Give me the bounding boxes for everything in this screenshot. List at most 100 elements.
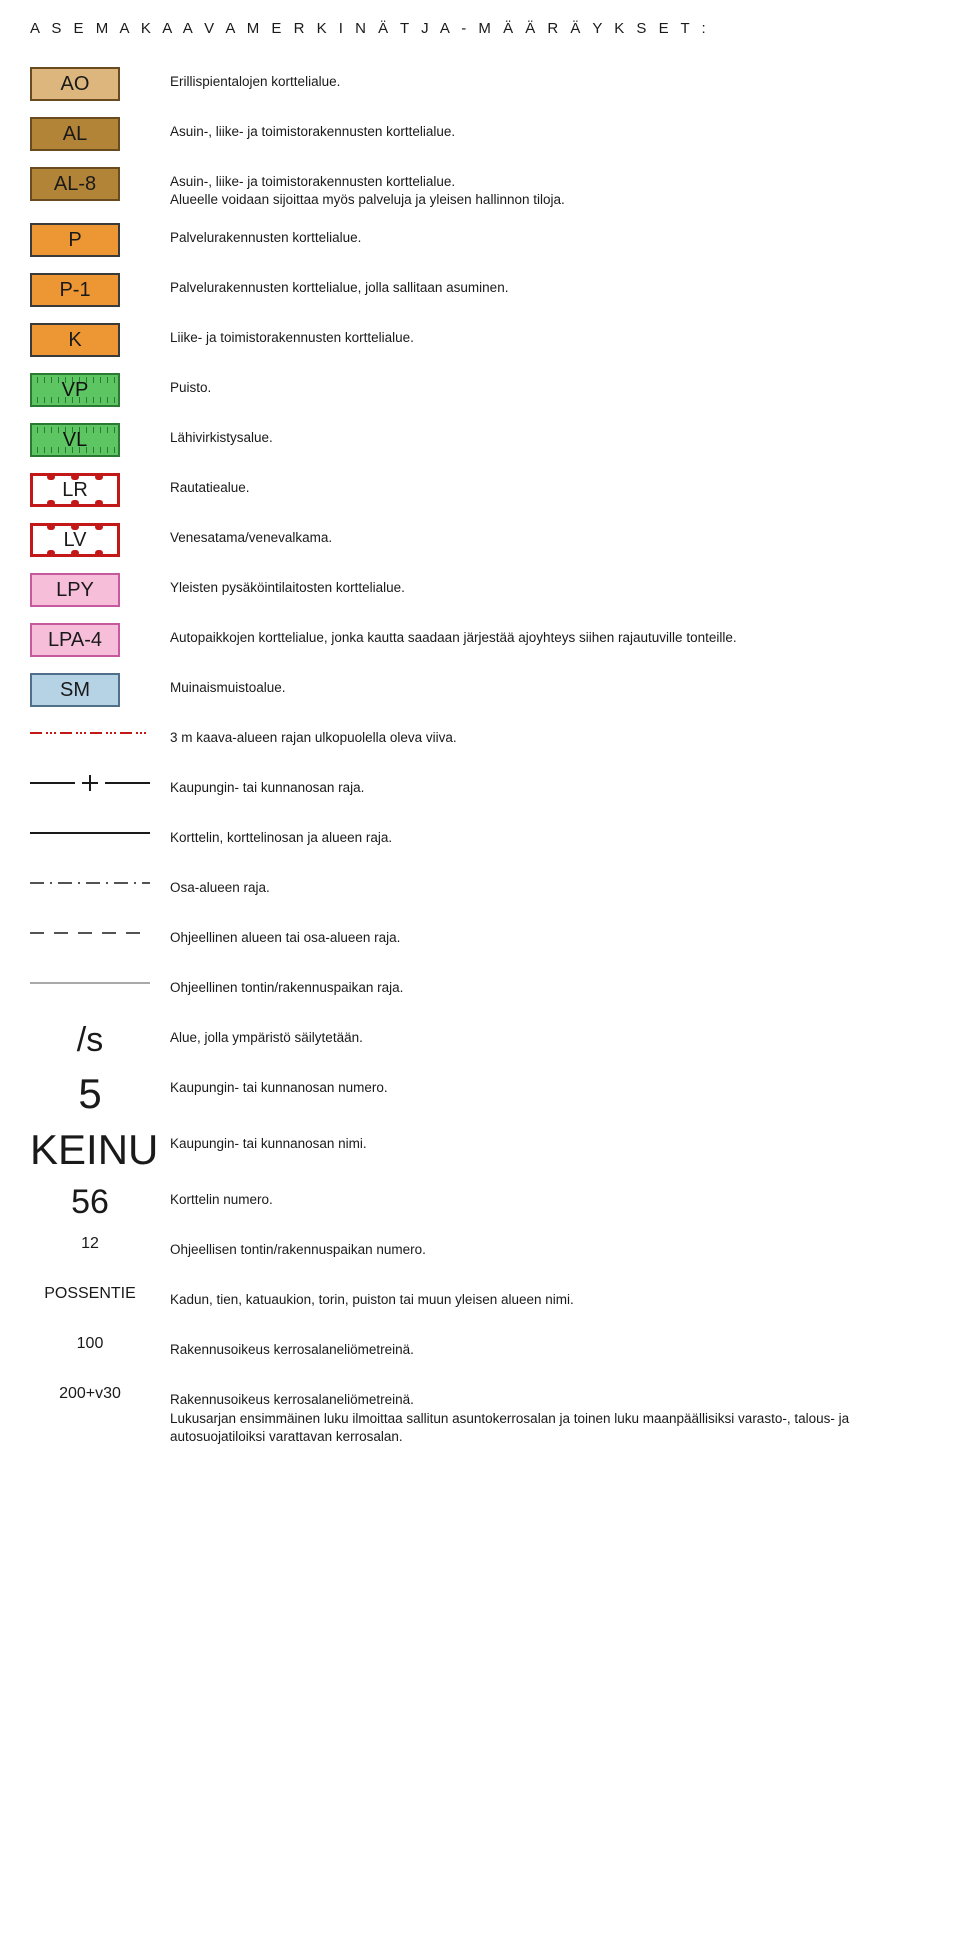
zone-box: K [30,323,120,357]
symbol-cell [30,773,170,796]
zone-box: AL [30,117,120,151]
symbol-cell: AL [30,117,170,151]
zone-box: AO [30,67,120,101]
legend-row: Ohjeellinen alueen tai osa-alueen raja. [30,923,930,959]
legend-row: POSSENTIE Kadun, tien, katuaukion, torin,… [30,1285,930,1321]
zone-box: LPY [30,573,120,607]
description: Autopaikkojen korttelialue, jonka kautta… [170,623,930,647]
text-symbol: 12 [30,1235,150,1253]
description: Osa-alueen raja. [170,873,930,897]
symbol-cell: LPA-4 [30,623,170,657]
legend-row: LV Venesatama/venevalkama. [30,523,930,559]
line-symbol [30,973,150,996]
symbol-cell: 5 [30,1073,170,1115]
text-symbol: 200+v30 [30,1385,150,1403]
legend-row: AL Asuin-, liike- ja toimistorakennusten … [30,117,930,153]
description: Alue, jolla ympäristö säilytetään. [170,1023,930,1047]
symbol-cell: 56 [30,1185,170,1219]
description: Asuin-, liike- ja toimistorakennusten ko… [170,167,930,209]
symbol-cell: LR [30,473,170,507]
legend-row: AOErillispientalojen korttelialue. [30,67,930,103]
description: Venesatama/venevalkama. [170,523,930,547]
legend-row: 200+v30 Rakennusoikeus kerrosalaneliömetr… [30,1385,930,1446]
description: Kaupungin- tai kunnanosan raja. [170,773,930,797]
description: 3 m kaava-alueen rajan ulkopuolella olev… [170,723,930,747]
legend-row: AL-8 Asuin-, liike- ja toimistorakennuste… [30,167,930,209]
description: Asuin-, liike- ja toimistorakennusten ko… [170,117,930,141]
symbol-cell: /s [30,1023,170,1057]
line-symbol [30,873,150,896]
symbol-cell [30,923,170,946]
zone-box: P [30,223,120,257]
legend-row: Kaupungin- tai kunnanosan raja. [30,773,930,809]
legend-row: P-1 Palvelurakennusten korttelialue, joll… [30,273,930,309]
symbol-cell: AO [30,67,170,101]
zone-label: LR [62,479,88,502]
legend-row: 3 m kaava-alueen rajan ulkopuolella olev… [30,723,930,759]
description: Palvelurakennusten korttelialue. [170,223,930,247]
zone-label: SM [60,679,90,702]
line-symbol [30,723,150,746]
zone-label: LPY [56,579,94,602]
legend-row: VP Puisto. [30,373,930,409]
zone-box: AL-8 [30,167,120,201]
symbol-cell: 12 [30,1235,170,1253]
green-zone-box: VL [30,423,120,457]
symbol-cell: VP [30,373,170,407]
legend-row: P Palvelurakennusten korttelialue. [30,223,930,259]
text-symbol: 56 [30,1185,150,1219]
line-symbol [30,923,150,946]
description: Kaupungin- tai kunnanosan nimi. [170,1129,930,1153]
legend-row: VL Lähivirkistysalue. [30,423,930,459]
zone-label: AL [63,123,87,146]
symbol-cell: 200+v30 [30,1385,170,1403]
legend-row: 12 Ohjeellisen tontin/rakennuspaikan nume… [30,1235,930,1271]
text-symbol: POSSENTIE [30,1285,150,1303]
zone-label: VL [63,429,87,452]
zone-label: P [68,229,81,252]
zone-label: LV [64,529,87,552]
description: Rakennusoikeus kerrosalaneliömetreinä. L… [170,1385,930,1446]
legend-row: LPA-4 Autopaikkojen korttelialue, jonka k… [30,623,930,659]
description: Kadun, tien, katuaukion, torin, puiston … [170,1285,930,1309]
zone-label: LPA-4 [48,629,102,652]
legend-row: LPYYleisten pysäköintilaitosten kortteli… [30,573,930,609]
symbol-cell: K [30,323,170,357]
description: Palvelurakennusten korttelialue, jolla s… [170,273,930,297]
symbol-cell: P [30,223,170,257]
description: Puisto. [170,373,930,397]
symbol-cell: LV [30,523,170,557]
description: Ohjeellinen alueen tai osa-alueen raja. [170,923,930,947]
symbol-cell: VL [30,423,170,457]
symbol-cell: KEINU [30,1129,170,1171]
zone-box: LPA-4 [30,623,120,657]
description: Lähivirkistysalue. [170,423,930,447]
rail-zone-box: LV [30,523,120,557]
zone-label: AO [61,73,90,96]
line-symbol [30,773,150,796]
symbol-cell: P-1 [30,273,170,307]
legend-row: 100Rakennusoikeus kerrosalaneliömetreinä… [30,1335,930,1371]
legend-row: Ohjeellinen tontin/rakennuspaikan raja. [30,973,930,1009]
line-symbol [30,823,150,846]
zone-label: AL-8 [54,173,96,196]
legend-row: SM Muinaismuistoalue. [30,673,930,709]
legend-row: K Liike- ja toimistorakennusten korttelia… [30,323,930,359]
symbol-cell: SM [30,673,170,707]
green-zone-box: VP [30,373,120,407]
symbol-cell [30,873,170,896]
description: Korttelin numero. [170,1185,930,1209]
symbol-cell [30,723,170,746]
description: Liike- ja toimistorakennusten korttelial… [170,323,930,347]
description: Ohjeellisen tontin/rakennuspaikan numero… [170,1235,930,1259]
description: Muinaismuistoalue. [170,673,930,697]
text-symbol: KEINU [30,1129,150,1171]
zone-box: P-1 [30,273,120,307]
legend-row: 56 Korttelin numero. [30,1185,930,1221]
legend-row: 5Kaupungin- tai kunnanosan numero. [30,1073,930,1115]
legend-row: /sAlue, jolla ympäristö säilytetään. [30,1023,930,1059]
symbol-cell: POSSENTIE [30,1285,170,1303]
description: Ohjeellinen tontin/rakennuspaikan raja. [170,973,930,997]
symbol-cell [30,973,170,996]
symbol-cell: LPY [30,573,170,607]
